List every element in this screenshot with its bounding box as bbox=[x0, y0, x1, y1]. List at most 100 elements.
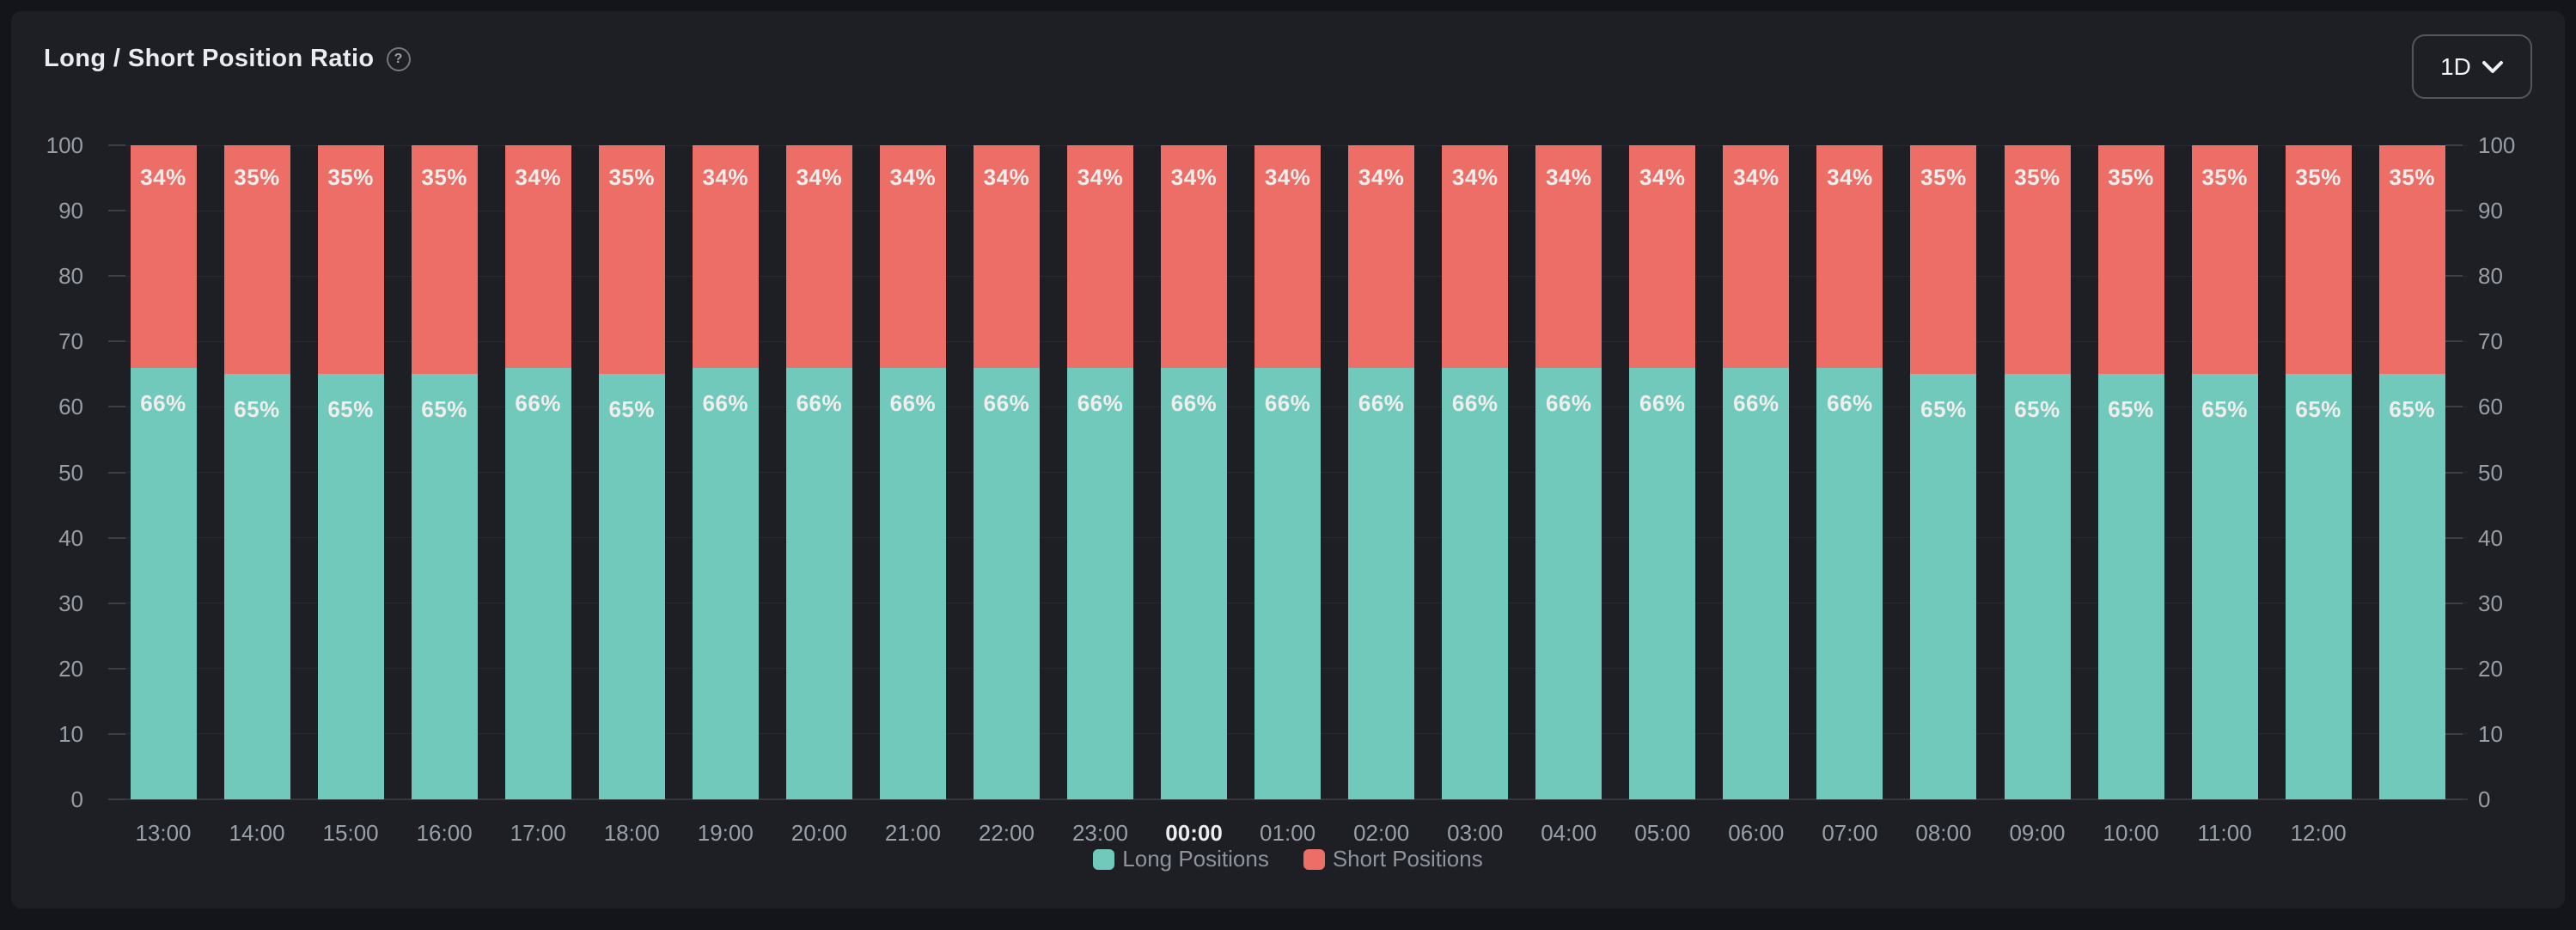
bar-segment-long[interactable]: 65% bbox=[2004, 374, 2071, 799]
bar-segment-long[interactable]: 66% bbox=[1442, 367, 1509, 799]
bar-segment-long[interactable]: 66% bbox=[785, 367, 852, 799]
bar-segment-long[interactable]: 66% bbox=[1161, 367, 1228, 799]
bar-segment-long[interactable]: 65% bbox=[223, 374, 290, 799]
bar-segment-long[interactable]: 66% bbox=[692, 367, 759, 799]
bar-segment-short[interactable]: 35% bbox=[2004, 145, 2071, 375]
x-axis-label: 20:00 bbox=[791, 820, 847, 846]
axis-tick-right bbox=[2445, 340, 2463, 343]
x-axis-label: 17:00 bbox=[510, 820, 566, 846]
bar-segment-short[interactable]: 35% bbox=[2285, 145, 2352, 375]
bar-segment-short[interactable]: 34% bbox=[692, 145, 759, 368]
axis-tick-left bbox=[108, 406, 125, 408]
bar-segment-short[interactable]: 34% bbox=[1442, 145, 1509, 368]
bar-value-label-short: 34% bbox=[515, 164, 561, 190]
bar-segment-short[interactable]: 35% bbox=[411, 145, 478, 375]
bar-value-label-short: 35% bbox=[2295, 164, 2341, 190]
bar-segment-short[interactable]: 34% bbox=[1816, 145, 1883, 368]
bar-segment-long[interactable]: 65% bbox=[2285, 374, 2352, 799]
bar-value-label-short: 35% bbox=[421, 164, 467, 190]
bar-segment-long[interactable]: 66% bbox=[130, 367, 197, 799]
bar-segment-short[interactable]: 35% bbox=[598, 145, 665, 375]
bar-segment-short[interactable]: 34% bbox=[1348, 145, 1415, 368]
bar-segment-short[interactable]: 34% bbox=[1161, 145, 1228, 368]
y-axis-label-right: 0 bbox=[2478, 786, 2491, 812]
bar-value-label-short: 34% bbox=[140, 164, 186, 190]
bar-segment-long[interactable]: 65% bbox=[317, 374, 384, 799]
axis-tick-right bbox=[2445, 471, 2463, 474]
bar-segment-short[interactable]: 35% bbox=[2378, 145, 2445, 375]
legend-item-long-positions[interactable]: Long Positions bbox=[1093, 846, 1269, 872]
x-axis-label: 21:00 bbox=[884, 820, 941, 846]
bar-segment-short[interactable]: 34% bbox=[785, 145, 852, 368]
bar-segment-long[interactable]: 65% bbox=[2378, 374, 2445, 799]
y-axis-label-right: 90 bbox=[2478, 198, 2503, 224]
bar-segment-long[interactable]: 65% bbox=[1910, 374, 1977, 799]
help-icon[interactable]: ? bbox=[386, 46, 411, 71]
bar-value-label-long: 65% bbox=[2014, 396, 2060, 423]
bar-segment-long[interactable]: 66% bbox=[1067, 367, 1133, 799]
bar-segment-short[interactable]: 34% bbox=[879, 145, 946, 368]
axis-tick-right bbox=[2445, 406, 2463, 408]
bar-value-label-short: 34% bbox=[1170, 164, 1218, 190]
bar-value-label-long: 66% bbox=[1639, 389, 1686, 416]
bar-value-label-short: 34% bbox=[796, 164, 843, 190]
bar-segment-short[interactable]: 35% bbox=[2097, 145, 2164, 375]
y-axis-label-right: 40 bbox=[2478, 524, 2503, 551]
bar-value-label-long: 66% bbox=[1264, 389, 1311, 416]
legend-swatch bbox=[1093, 848, 1115, 870]
bar-column: 34% 66% bbox=[1348, 145, 1415, 799]
y-axis-label-left: 90 bbox=[58, 198, 83, 224]
bar-value-label-short: 35% bbox=[2108, 164, 2154, 190]
bar-segment-long[interactable]: 65% bbox=[411, 374, 478, 799]
bar-segment-long[interactable]: 66% bbox=[879, 367, 946, 799]
y-axis-label-left: 100 bbox=[46, 132, 83, 158]
bar-segment-short[interactable]: 35% bbox=[223, 145, 290, 375]
y-axis-label-left: 80 bbox=[58, 263, 83, 290]
bar-segment-long[interactable]: 66% bbox=[973, 367, 1040, 799]
bar-column: 34% 66% bbox=[1535, 145, 1602, 799]
bar-segment-long[interactable]: 66% bbox=[1723, 367, 1790, 799]
bar-segment-long[interactable]: 66% bbox=[1348, 367, 1415, 799]
bar-segment-short[interactable]: 35% bbox=[1910, 145, 1977, 375]
x-axis-label: 15:00 bbox=[322, 820, 379, 846]
bar-segment-short[interactable]: 34% bbox=[1535, 145, 1602, 368]
bar-value-label-short: 34% bbox=[1451, 164, 1499, 190]
bar-segment-long[interactable]: 66% bbox=[1535, 367, 1602, 799]
bar-segment-long[interactable]: 65% bbox=[2097, 374, 2164, 799]
bar-value-label-long: 66% bbox=[140, 389, 186, 416]
bar-segment-short[interactable]: 34% bbox=[1254, 145, 1322, 368]
bar-value-label-long: 66% bbox=[1077, 389, 1124, 416]
bar-segment-short[interactable]: 35% bbox=[2191, 145, 2258, 375]
bar-value-label-short: 34% bbox=[1733, 164, 1779, 190]
bar-segment-short[interactable]: 34% bbox=[504, 145, 571, 368]
bar-column: 35% 65% bbox=[2285, 145, 2352, 799]
bar-value-label-short: 34% bbox=[983, 164, 1030, 190]
bar-segment-long[interactable]: 66% bbox=[1254, 367, 1322, 799]
bar-value-label-long: 66% bbox=[796, 389, 843, 416]
bar-segment-short[interactable]: 34% bbox=[973, 145, 1040, 368]
bar-segment-short[interactable]: 34% bbox=[1067, 145, 1133, 368]
bar-segment-long[interactable]: 66% bbox=[504, 367, 571, 799]
bar-segment-short[interactable]: 34% bbox=[1629, 145, 1696, 368]
axis-tick-right bbox=[2445, 144, 2463, 146]
bar-segment-long[interactable]: 65% bbox=[2191, 374, 2258, 799]
bar-column: 34% 66% bbox=[973, 145, 1040, 799]
bar-segment-short[interactable]: 34% bbox=[130, 145, 197, 368]
bar-value-label-long: 65% bbox=[2201, 396, 2248, 423]
bar-value-label-long: 66% bbox=[1451, 389, 1499, 416]
x-axis-label: 16:00 bbox=[416, 820, 473, 846]
axis-tick-right bbox=[2445, 275, 2463, 278]
bar-column: 34% 66% bbox=[879, 145, 946, 799]
axis-tick-left bbox=[108, 536, 125, 539]
bar-segment-long[interactable]: 65% bbox=[598, 374, 665, 799]
bar-segment-long[interactable]: 66% bbox=[1816, 367, 1883, 799]
bar-segment-short[interactable]: 35% bbox=[317, 145, 384, 375]
bar-segment-long[interactable]: 66% bbox=[1629, 367, 1696, 799]
bar-value-label-long: 66% bbox=[889, 389, 937, 416]
bar-column: 34% 66% bbox=[1816, 145, 1883, 799]
legend-item-short-positions[interactable]: Short Positions bbox=[1303, 846, 1483, 872]
bar-column: 35% 65% bbox=[2097, 145, 2164, 799]
x-axis-label: 10:00 bbox=[2103, 820, 2159, 846]
timeframe-dropdown[interactable]: 1D bbox=[2412, 34, 2532, 99]
bar-segment-short[interactable]: 34% bbox=[1723, 145, 1790, 368]
